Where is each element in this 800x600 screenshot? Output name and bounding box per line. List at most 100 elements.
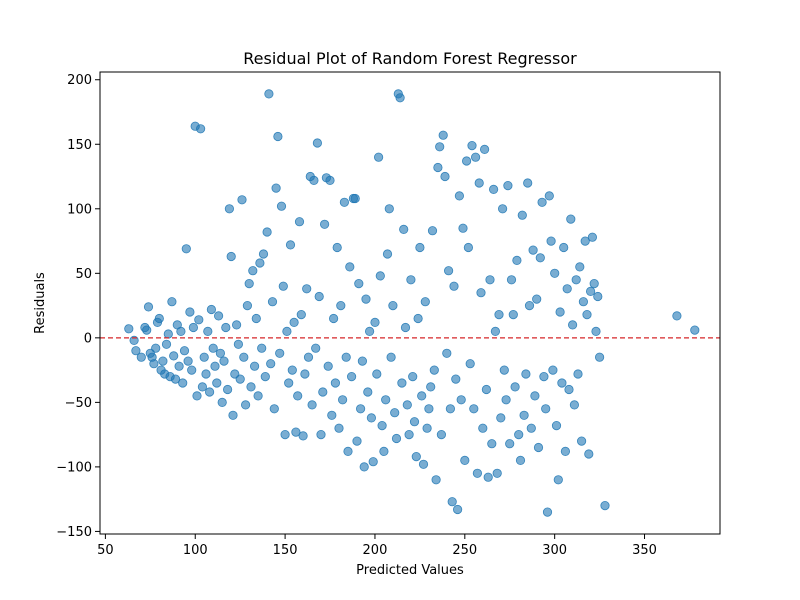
data-point — [555, 307, 565, 317]
data-point — [585, 286, 596, 296]
data-point — [469, 404, 479, 414]
data-point — [307, 400, 317, 410]
plot-frame — [99, 71, 721, 535]
data-point — [449, 281, 459, 291]
data-point — [578, 297, 589, 307]
data-point — [496, 413, 506, 423]
data-point — [391, 433, 402, 444]
data-point — [253, 391, 263, 401]
data-point — [187, 365, 197, 375]
data-point — [267, 297, 278, 307]
data-point — [197, 382, 207, 392]
data-point — [221, 322, 231, 333]
data-point — [210, 361, 220, 371]
data-point — [427, 226, 438, 236]
data-point — [485, 275, 495, 285]
data-point — [226, 251, 236, 262]
data-point — [560, 446, 571, 456]
data-point — [185, 307, 195, 317]
data-point — [161, 339, 172, 349]
data-point — [580, 236, 590, 246]
data-point — [124, 324, 134, 334]
data-point — [309, 175, 319, 185]
data-point — [294, 217, 305, 227]
data-point — [154, 313, 164, 324]
data-point — [339, 197, 349, 207]
data-point — [454, 191, 464, 201]
data-point — [264, 89, 274, 99]
x-axis-label: Predicted Values — [356, 563, 464, 578]
data-point — [282, 326, 292, 336]
data-point — [345, 262, 355, 272]
data-point — [237, 195, 247, 205]
data-point — [194, 315, 204, 325]
data-point — [467, 141, 477, 151]
y-tick-label: 50 — [75, 267, 92, 282]
data-point — [451, 374, 461, 384]
data-point — [131, 346, 141, 356]
x-tick-label: 150 — [273, 543, 298, 558]
data-point — [303, 352, 314, 362]
data-point — [373, 152, 384, 162]
data-point — [149, 359, 159, 369]
data-point — [569, 400, 580, 410]
data-point — [224, 204, 234, 214]
data-point — [319, 219, 330, 229]
data-point — [501, 395, 511, 405]
data-point — [205, 387, 215, 397]
data-point — [143, 302, 154, 312]
data-point — [379, 446, 389, 456]
data-point — [258, 249, 269, 259]
data-point — [488, 184, 499, 194]
data-point — [447, 497, 457, 507]
data-point — [400, 322, 411, 333]
data-point — [266, 359, 276, 369]
x-tick-label: 350 — [632, 543, 657, 558]
data-point — [573, 369, 583, 379]
data-point — [460, 455, 470, 465]
data-point — [433, 162, 443, 173]
data-point — [176, 326, 186, 336]
data-point — [440, 171, 450, 182]
data-point — [417, 391, 427, 401]
data-point — [472, 468, 482, 478]
data-point — [559, 242, 569, 253]
data-point — [492, 468, 502, 478]
data-point — [273, 131, 283, 142]
data-point — [327, 410, 337, 420]
data-point — [420, 297, 430, 307]
data-point — [479, 144, 490, 154]
data-point — [214, 311, 224, 321]
data-point — [235, 374, 245, 384]
data-points — [124, 89, 700, 517]
data-point — [499, 365, 509, 375]
data-point — [535, 253, 545, 263]
data-point — [402, 400, 412, 410]
y-tick-label: −50 — [65, 396, 92, 411]
data-point — [564, 384, 574, 395]
data-point — [526, 423, 536, 433]
data-point — [181, 244, 191, 254]
data-point — [250, 361, 260, 371]
data-point — [424, 404, 434, 414]
data-point — [532, 294, 542, 304]
data-point — [228, 410, 238, 420]
data-point — [325, 175, 335, 185]
data-point — [372, 369, 382, 379]
data-point — [528, 245, 538, 255]
x-tick-label: 100 — [183, 543, 208, 558]
data-point — [390, 408, 400, 418]
data-point — [429, 365, 439, 375]
data-point — [302, 284, 312, 294]
data-point — [357, 356, 367, 366]
data-point — [314, 291, 324, 302]
data-point — [404, 429, 414, 440]
data-point — [183, 356, 193, 366]
data-point — [384, 204, 394, 214]
data-point — [271, 183, 281, 193]
data-point — [276, 201, 287, 211]
data-point — [478, 423, 488, 433]
data-point — [323, 361, 333, 371]
data-point — [690, 325, 700, 335]
data-point — [300, 369, 310, 379]
